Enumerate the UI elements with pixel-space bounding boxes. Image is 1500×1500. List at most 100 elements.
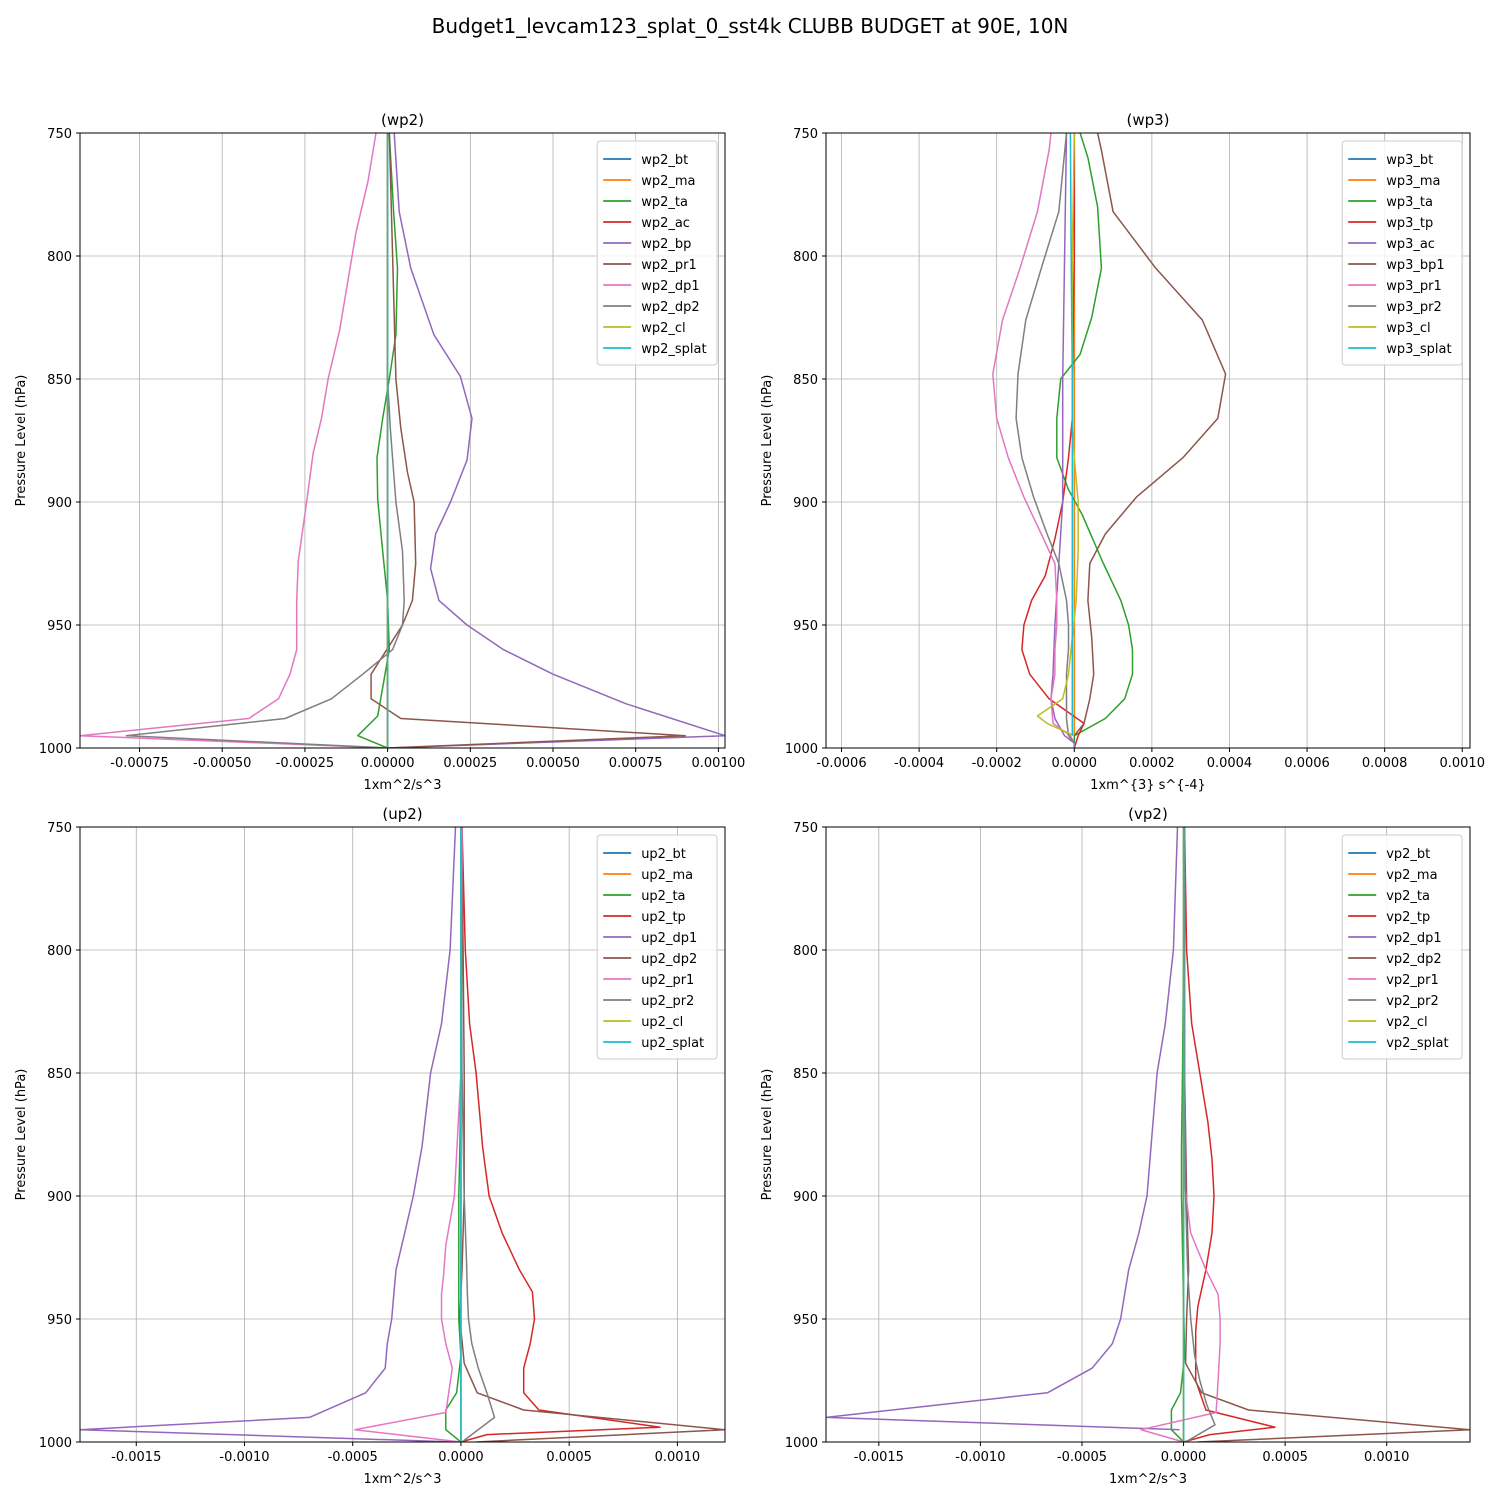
x-tick-label: -0.0004 bbox=[894, 756, 944, 771]
y-tick-label: 750 bbox=[47, 821, 72, 836]
legend-label: wp3_bt bbox=[1386, 153, 1433, 168]
legend-label: up2_ma bbox=[641, 868, 693, 883]
x-tick-label: -0.0010 bbox=[219, 1450, 269, 1465]
legend-label: up2_dp2 bbox=[641, 952, 697, 967]
panel-title: (up2) bbox=[382, 805, 422, 823]
x-tick-label: -0.0005 bbox=[328, 1450, 378, 1465]
y-tick-label: 850 bbox=[793, 373, 818, 388]
legend-label: wp3_splat bbox=[1386, 342, 1451, 357]
x-tick-label: 0.0000 bbox=[438, 1450, 484, 1465]
series-line-wp3_splat bbox=[1069, 133, 1074, 736]
series-line-wp2_dp2 bbox=[125, 133, 405, 748]
axes-frame bbox=[79, 132, 726, 749]
legend-label: up2_dp1 bbox=[641, 931, 697, 946]
series-line-wp3_ac bbox=[1050, 133, 1076, 748]
y-tick-label: 850 bbox=[47, 1067, 72, 1082]
x-tick-label: 0.0010 bbox=[1439, 756, 1485, 771]
x-tick-label: 0.00050 bbox=[526, 756, 580, 771]
axes-frame bbox=[825, 826, 1471, 1443]
panel-vp2: -0.0015 -0.0010 -0.0005 0.0000 0.0005 0.0010 7… bbox=[760, 805, 1471, 1487]
panel-up2: -0.0015 -0.0010 -0.0005 0.0000 0.0005 0.0010 7… bbox=[14, 805, 726, 1487]
legend-label: wp3_ma bbox=[1386, 174, 1440, 189]
x-axis-label: 1xm^{3} s^{-4} bbox=[1090, 778, 1206, 793]
y-tick-label: 950 bbox=[793, 1313, 818, 1328]
legend-label: vp2_splat bbox=[1386, 1036, 1448, 1051]
x-tick-label: -0.0015 bbox=[111, 1450, 161, 1465]
legend: wp3_bt wp3_ma wp3_ta wp3_tp wp3_ac wp3_bp1 wp3… bbox=[1341, 140, 1463, 366]
legend-label: up2_tp bbox=[641, 910, 686, 925]
legend-label: vp2_ta bbox=[1386, 889, 1430, 904]
y-tick-label: 900 bbox=[793, 1190, 818, 1205]
x-tick-label: 0.00100 bbox=[692, 756, 746, 771]
legend-label: wp3_cl bbox=[1386, 321, 1430, 336]
legend-box bbox=[1341, 140, 1463, 366]
y-axis-label: Pressure Level (hPa) bbox=[760, 1069, 775, 1201]
x-tick-label: 0.00000 bbox=[361, 756, 415, 771]
y-tick-label: 1000 bbox=[39, 742, 72, 757]
series-line-vp2_dp1 bbox=[826, 827, 1180, 1431]
legend-label: wp3_ta bbox=[1386, 195, 1433, 210]
panel-wp3: -0.0006 -0.0004 -0.0002 0.0000 0.0002 0.0004 0… bbox=[760, 111, 1485, 793]
y-tick-label: 800 bbox=[793, 250, 818, 265]
series-line-up2_dp2 bbox=[459, 827, 725, 1442]
series-line-vp2_pr2 bbox=[1183, 827, 1216, 1442]
panel-title: (wp3) bbox=[1126, 111, 1169, 129]
y-axis-label: Pressure Level (hPa) bbox=[14, 1069, 29, 1201]
x-axis-label: 1xm^2/s^3 bbox=[363, 1472, 441, 1487]
legend-label: up2_pr1 bbox=[641, 973, 694, 988]
y-tick-label: 900 bbox=[793, 496, 818, 511]
y-tick-label: 750 bbox=[47, 127, 72, 142]
legend-label: wp3_tp bbox=[1386, 216, 1433, 231]
y-tick-label: 950 bbox=[793, 619, 818, 634]
legend-label: up2_bt bbox=[641, 847, 686, 862]
x-axis-label: 1xm^2/s^3 bbox=[363, 778, 441, 793]
series-line-up2_pr2 bbox=[460, 827, 496, 1442]
legend-label: up2_cl bbox=[641, 1015, 683, 1030]
legend-label: up2_pr2 bbox=[641, 994, 694, 1009]
x-tick-label: 0.0010 bbox=[655, 1450, 701, 1465]
legend: vp2_bt vp2_ma vp2_ta vp2_tp vp2_dp1 vp2_dp2vp… bbox=[1341, 834, 1463, 1060]
panel-title: (vp2) bbox=[1128, 805, 1168, 823]
x-tick-label: 0.0005 bbox=[1262, 1450, 1308, 1465]
y-tick-label: 1000 bbox=[39, 1436, 72, 1451]
legend-label: wp2_bp bbox=[641, 237, 691, 252]
legend-box bbox=[1341, 834, 1463, 1060]
legend-label: wp3_pr1 bbox=[1386, 279, 1442, 294]
legend-label: vp2_dp1 bbox=[1386, 931, 1442, 946]
legend-label: wp3_ac bbox=[1386, 237, 1435, 252]
y-tick-label: 800 bbox=[47, 250, 72, 265]
series-group bbox=[826, 827, 1470, 1442]
y-tick-label: 950 bbox=[47, 1313, 72, 1328]
legend-label: up2_ta bbox=[641, 889, 685, 904]
y-tick-label: 1000 bbox=[785, 1436, 818, 1451]
x-tick-label: 0.0002 bbox=[1129, 756, 1175, 771]
panel-wp2: -0.00075 -0.00050 -0.00025 0.00000 0.00025 0.… bbox=[14, 111, 745, 793]
series-line-up2_dp1 bbox=[80, 827, 457, 1442]
series-line-wp3_pr1 bbox=[992, 133, 1075, 744]
y-tick-label: 900 bbox=[47, 1190, 72, 1205]
y-tick-label: 950 bbox=[47, 619, 72, 634]
y-tick-label: 800 bbox=[793, 944, 818, 959]
y-axis-label: Pressure Level (hPa) bbox=[14, 375, 29, 507]
legend-box bbox=[596, 140, 718, 366]
series-line-wp2_pr1 bbox=[370, 133, 687, 748]
series-line-wp3_pr2 bbox=[1015, 133, 1075, 744]
legend-label: wp3_bp1 bbox=[1386, 258, 1444, 273]
x-tick-label: -0.0010 bbox=[955, 1450, 1005, 1465]
legend-label: vp2_pr2 bbox=[1386, 994, 1439, 1009]
x-tick-label: -0.00050 bbox=[193, 756, 251, 771]
figure-title: Budget1_levcam123_splat_0_sst4k CLUBB BU… bbox=[431, 14, 1069, 38]
x-tick-label: -0.0006 bbox=[816, 756, 866, 771]
x-axis-label: 1xm^2/s^3 bbox=[1109, 1472, 1187, 1487]
y-axis-label: Pressure Level (hPa) bbox=[760, 375, 775, 507]
y-tick-label: 850 bbox=[47, 373, 72, 388]
legend-label: wp2_ma bbox=[641, 174, 695, 189]
legend-label: vp2_cl bbox=[1386, 1015, 1427, 1030]
legend-label: wp3_pr2 bbox=[1386, 300, 1442, 315]
y-tick-label: 800 bbox=[47, 944, 72, 959]
legend-label: vp2_ma bbox=[1386, 868, 1437, 883]
x-tick-label: 0.00075 bbox=[609, 756, 663, 771]
legend-label: wp2_ac bbox=[641, 216, 690, 231]
legend-label: wp2_dp2 bbox=[641, 300, 699, 315]
